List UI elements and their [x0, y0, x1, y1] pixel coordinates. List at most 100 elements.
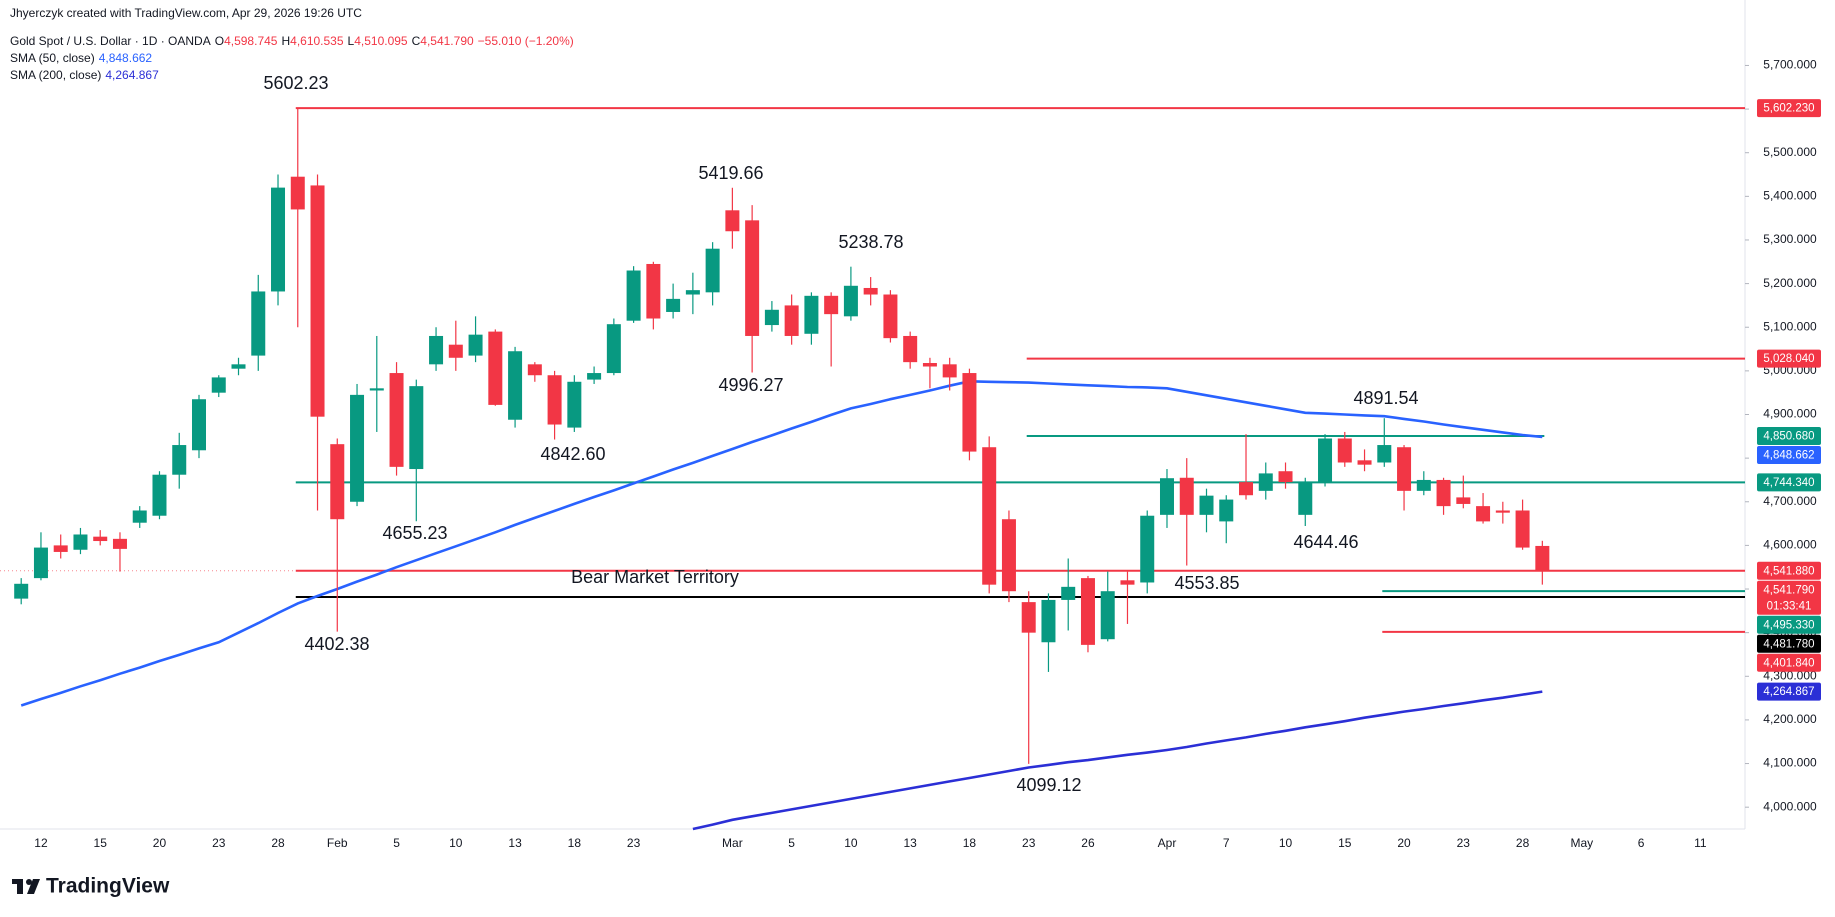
candle-body: [646, 263, 661, 319]
candle-body: [824, 295, 839, 315]
y-tick-label: 4,700.000: [1763, 494, 1817, 508]
annotation: Bear Market Territory: [571, 567, 739, 587]
price-badge-label: 4,401.840: [1763, 657, 1814, 669]
candle-body: [251, 291, 266, 356]
candle-body: [1337, 438, 1352, 463]
ohlc-key: L: [347, 34, 355, 48]
candle-body: [1515, 510, 1530, 548]
candle-body: [231, 364, 246, 369]
candle-body: [1436, 479, 1451, 507]
candle-body: [271, 187, 286, 292]
candle-body: [1159, 478, 1174, 515]
candle-body: [112, 538, 127, 549]
candle-body: [93, 536, 108, 542]
candle-body: [488, 331, 503, 405]
candle-body: [626, 270, 641, 321]
candle-body: [1535, 545, 1550, 571]
x-tick-label: 5: [393, 836, 400, 850]
annotation: 4644.46: [1293, 532, 1358, 552]
candle-body: [843, 285, 858, 317]
x-tick-label: 18: [568, 836, 582, 850]
candle-body: [1456, 497, 1471, 504]
ohlc-value: 4,541.790: [420, 34, 474, 48]
ohlc-value: 4,610.535: [290, 34, 344, 48]
x-tick-label: 5: [788, 836, 795, 850]
candle-body: [1278, 471, 1293, 483]
candle-body: [409, 386, 424, 470]
candle-body: [1298, 482, 1313, 515]
price-badge: [1757, 615, 1821, 634]
sma-line: [692, 690, 1543, 831]
y-tick-label: 5,400.000: [1763, 189, 1817, 203]
price-badge-label: 4,541.790: [1763, 584, 1814, 596]
y-tick-label: 5,700.000: [1763, 58, 1817, 72]
price-badge-label: 5,602.230: [1763, 103, 1814, 115]
candle-body: [705, 248, 720, 293]
candle-body: [764, 309, 779, 326]
price-badge-label: 5,028.040: [1763, 353, 1814, 365]
annotation: 4842.60: [540, 444, 605, 464]
credit: Jhyerczyk created with TradingView.com, …: [10, 6, 366, 20]
candle-body: [1318, 438, 1333, 483]
ohlc-value: 4,598.745: [224, 34, 278, 48]
footer-brand: TradingView: [46, 875, 170, 898]
candle-body: [1179, 477, 1194, 515]
ohlc-key: O: [214, 34, 225, 48]
x-tick-label: 20: [153, 836, 167, 850]
sma-value: 4,264.867: [105, 68, 159, 82]
sma200-legend: SMA (200, close) 4,264.867: [10, 68, 163, 82]
annotation: 4655.23: [382, 523, 447, 543]
annotation: 4553.85: [1174, 573, 1239, 593]
candle-body: [527, 364, 542, 376]
candle-body: [389, 373, 404, 467]
sma-line: [20, 379, 1543, 707]
annotation: 5238.78: [838, 232, 903, 252]
ohlc-key: C: [411, 34, 421, 48]
x-tick-label: 6: [1638, 836, 1645, 850]
price-countdown: 01:33:41: [1767, 600, 1812, 612]
x-tick-label: Apr: [1158, 836, 1177, 850]
y-tick-label: 4,100.000: [1763, 756, 1817, 770]
annotation: 5602.23: [263, 73, 328, 93]
candle-body: [1061, 586, 1076, 600]
candle-body: [1416, 479, 1431, 491]
candle-body: [1080, 578, 1095, 645]
candle-body: [172, 445, 187, 475]
candle-body: [587, 373, 602, 380]
y-tick-label: 5,500.000: [1763, 145, 1817, 159]
candle-body: [14, 583, 29, 599]
candle-body: [685, 290, 700, 295]
x-tick-label: 15: [94, 836, 108, 850]
x-tick-label: 28: [271, 836, 285, 850]
x-tick-label: Feb: [327, 836, 348, 850]
candle-body: [73, 534, 88, 550]
candle-body: [903, 335, 918, 363]
y-tick-label: 4,900.000: [1763, 407, 1817, 421]
price-badge: [1757, 561, 1821, 580]
price-badge: [1757, 473, 1821, 492]
candle-body: [922, 363, 937, 367]
price-badge-label: 4,541.880: [1763, 565, 1814, 577]
y-tick-label: 5,100.000: [1763, 319, 1817, 333]
candle-body: [1377, 445, 1392, 463]
price-badge: [1757, 653, 1821, 672]
symbol: Gold Spot / U.S. Dollar · 1D · OANDA: [10, 34, 211, 48]
y-tick-label: 4,300.000: [1763, 668, 1817, 682]
candle-body: [132, 510, 147, 523]
x-tick-label: 23: [212, 836, 226, 850]
y-tick-label: 4,200.000: [1763, 712, 1817, 726]
candle-body: [962, 373, 977, 452]
x-tick-label: May: [1571, 836, 1594, 850]
x-tick-label: 11: [1694, 836, 1707, 850]
candle-body: [1100, 591, 1115, 640]
sma-name: SMA (50, close): [10, 51, 95, 65]
price-badge: [1757, 446, 1821, 465]
candle-body: [725, 210, 740, 232]
candle-body: [863, 287, 878, 295]
candle-body: [1041, 599, 1056, 643]
price-badge-label: 4,850.680: [1763, 431, 1814, 443]
candle-body: [666, 298, 681, 312]
candle-body: [1495, 510, 1510, 513]
candle-body: [1239, 482, 1254, 496]
